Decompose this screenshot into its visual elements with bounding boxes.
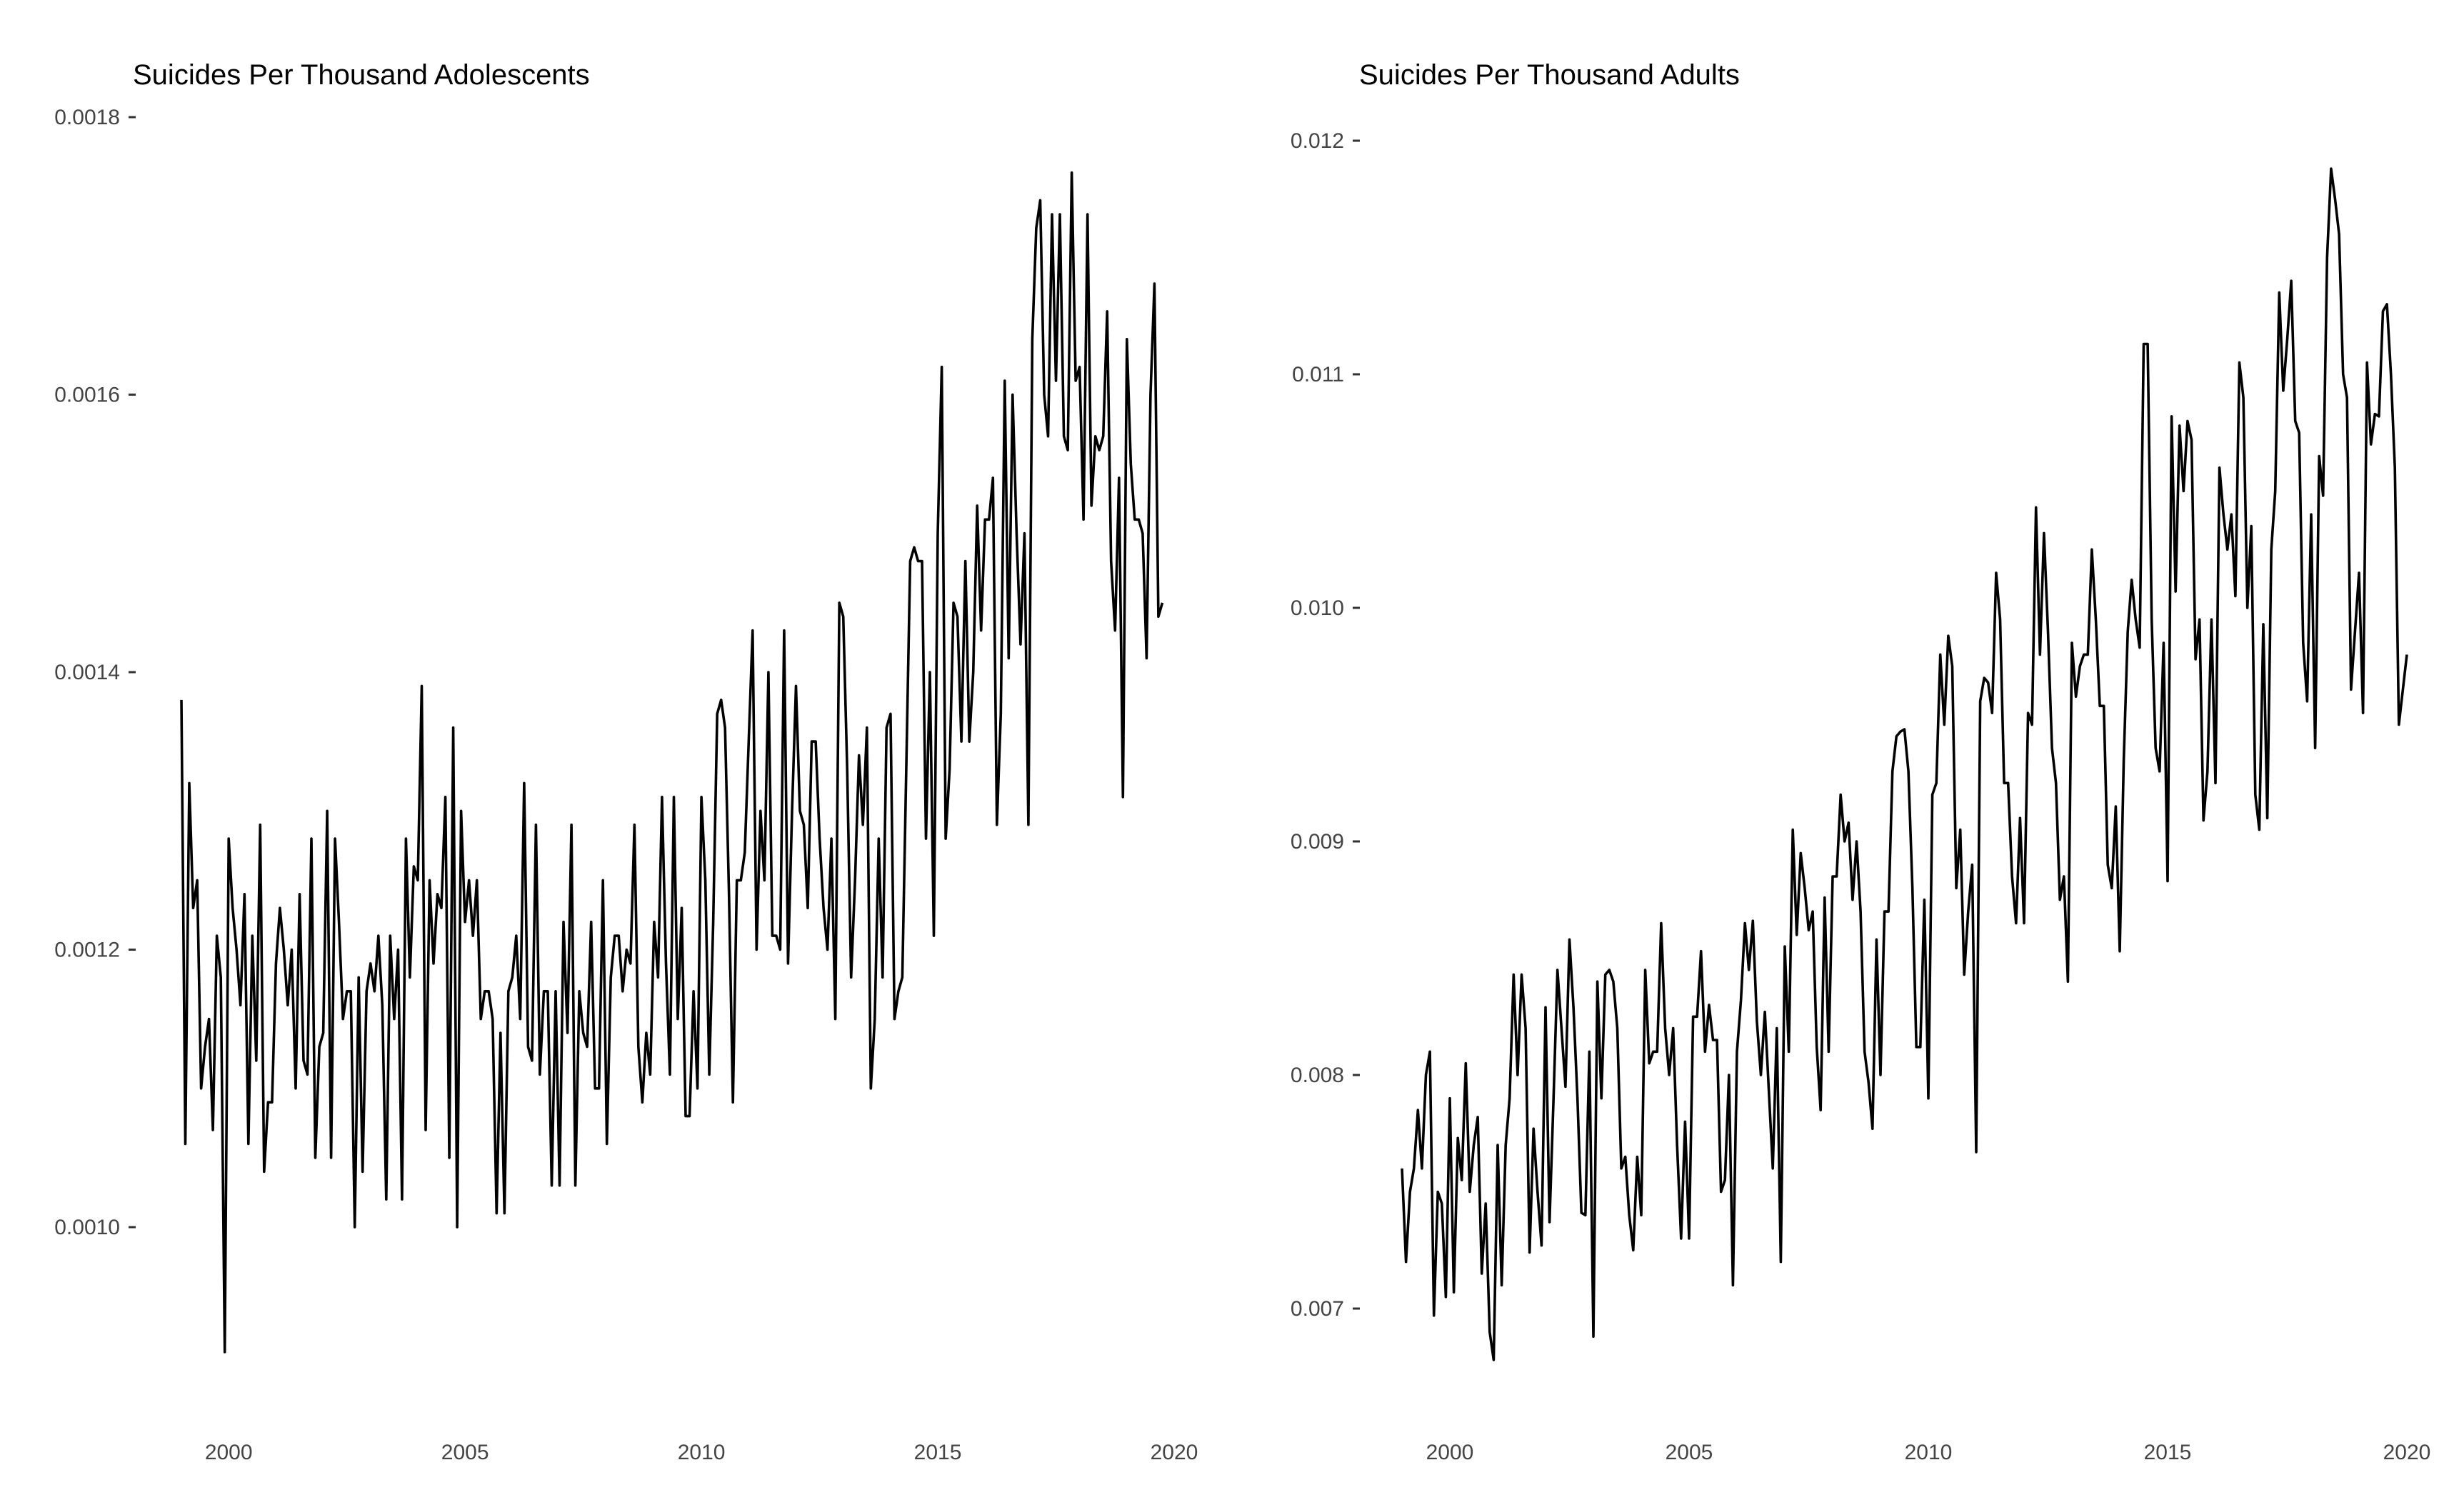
x-axis: 2000 2005 2010 2015 2020 <box>205 1441 1198 1464</box>
y-tick-label: 0.0012 <box>54 939 120 962</box>
y-axis: 0.007 0.008 0.009 0.010 0.011 0.012 <box>1291 129 1360 1321</box>
x-tick-label: 2020 <box>1151 1441 1198 1464</box>
y-tick-label: 0.0010 <box>54 1216 120 1239</box>
y-axis: 0.0010 0.0012 0.0014 0.0016 0.0018 <box>54 106 136 1239</box>
x-tick-label: 2010 <box>1905 1441 1953 1464</box>
x-tick-label: 2005 <box>441 1441 489 1464</box>
adults-panel: Suicides Per Thousand Adults 0.0070.0080… <box>1291 59 2430 1464</box>
chart-title: Suicides Per Thousand Adolescents <box>133 59 590 91</box>
y-tick-label: 0.0016 <box>54 384 120 407</box>
series-line <box>180 171 1164 1354</box>
series-line <box>1401 167 2408 1361</box>
y-tick-label: 0.010 <box>1291 596 1344 620</box>
x-tick-label: 2000 <box>1426 1441 1474 1464</box>
x-tick-label: 2015 <box>2144 1441 2192 1464</box>
x-tick-label: 2000 <box>205 1441 253 1464</box>
x-tick-label: 2010 <box>678 1441 726 1464</box>
chart-title: Suicides Per Thousand Adults <box>1359 59 1740 91</box>
adolescents-panel: Suicides Per Thousand Adolescents 0.0010… <box>54 59 1198 1464</box>
y-tick-label: 0.009 <box>1291 830 1344 854</box>
y-tick-label: 0.008 <box>1291 1064 1344 1087</box>
y-tick-label: 0.007 <box>1291 1297 1344 1321</box>
y-tick-label: 0.0018 <box>54 106 120 129</box>
x-axis: 2000 2005 2010 2015 2020 <box>1426 1441 2431 1464</box>
x-tick-label: 2005 <box>1666 1441 1713 1464</box>
x-tick-label: 2015 <box>914 1441 962 1464</box>
y-tick-label: 0.012 <box>1291 129 1344 153</box>
x-tick-label: 2020 <box>2383 1441 2431 1464</box>
y-tick-label: 0.011 <box>1292 363 1344 386</box>
y-tick-label: 0.0014 <box>54 661 120 684</box>
